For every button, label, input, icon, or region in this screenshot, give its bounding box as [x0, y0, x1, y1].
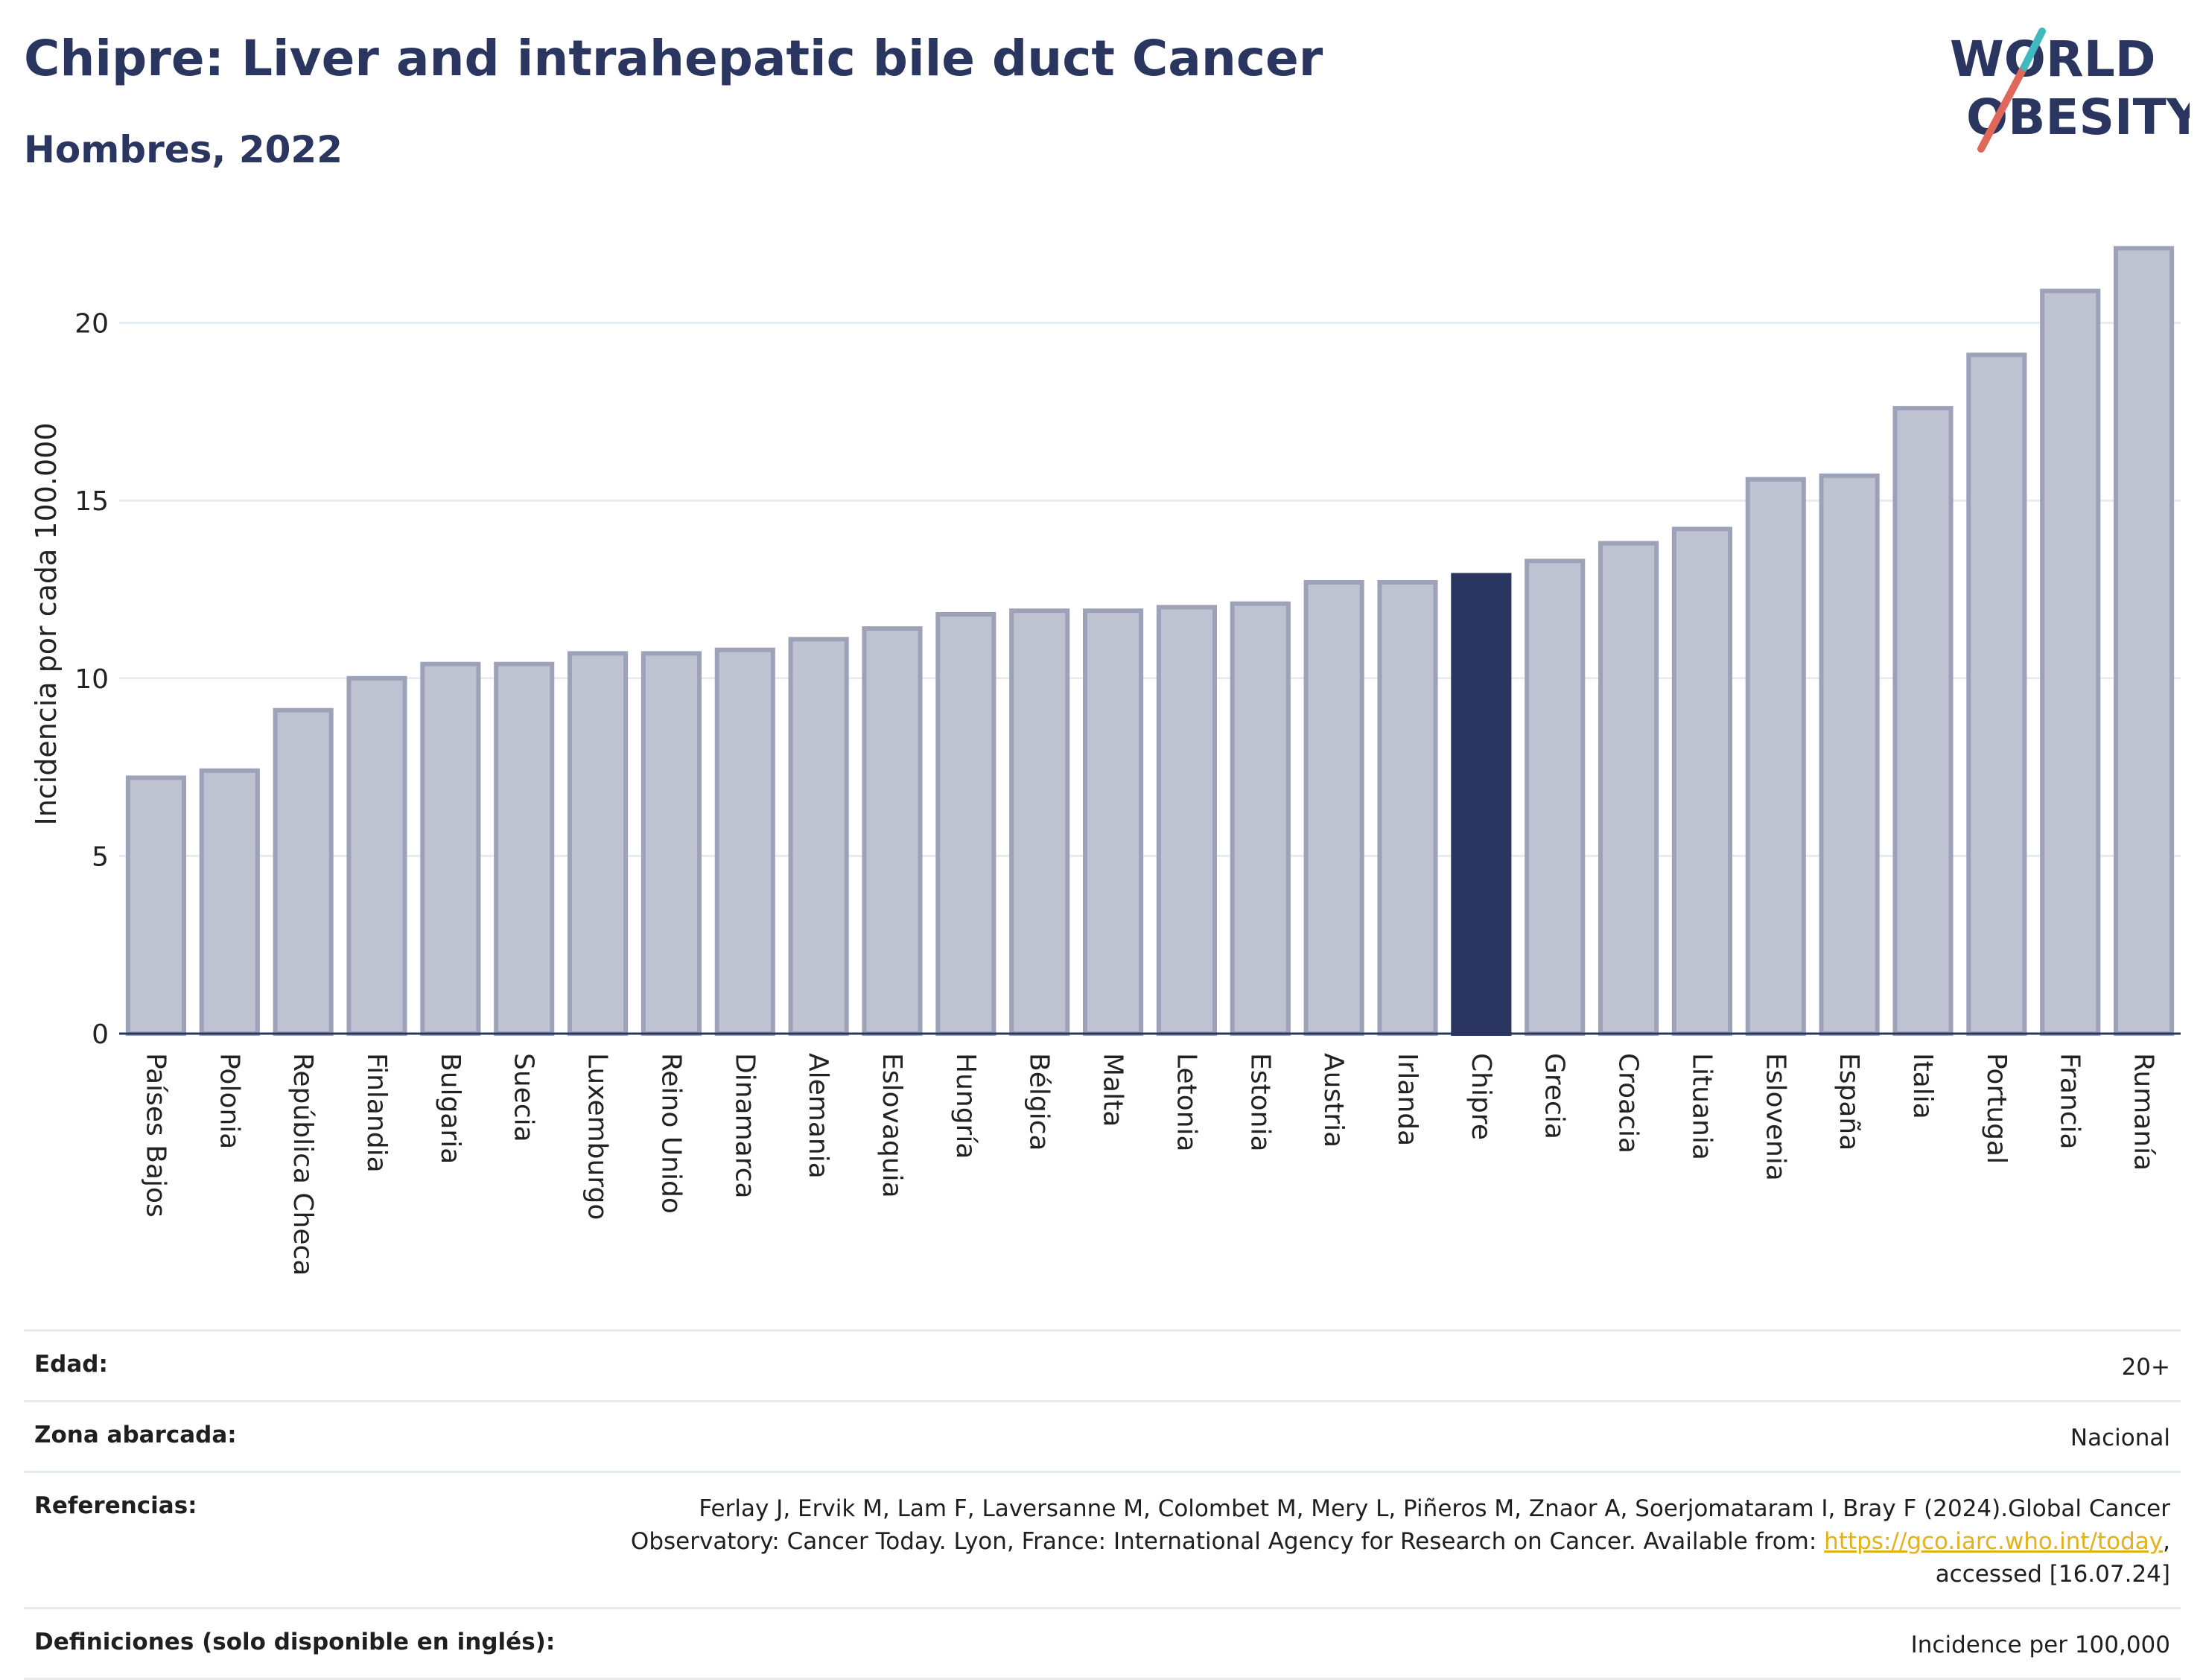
bar-Chipre — [1451, 573, 1512, 1036]
x-tick-label: Irlanda — [1392, 1053, 1422, 1146]
bar-Estonia — [1230, 601, 1291, 1036]
bar-España — [1819, 473, 1880, 1036]
x-tick-label: Bulgaria — [435, 1053, 465, 1164]
y-tick-label: 20 — [74, 309, 109, 340]
bar-Lituania — [1671, 526, 1732, 1036]
bar-Hungría — [935, 611, 996, 1036]
x-tick-label: Rumanía — [2129, 1053, 2159, 1171]
chart-subtitle: Hombres, 2022 — [24, 128, 343, 171]
x-tick-label: Eslovenia — [1760, 1053, 1790, 1181]
bar-chart: 0 5 10 15 20 Países Bajos Polonia República Che… — [30, 246, 2181, 1276]
logo-line2: OBESITY — [1966, 89, 2190, 146]
x-tick-label: España — [1834, 1053, 1864, 1151]
bar-Francia — [2040, 288, 2101, 1036]
x-tick-label: Croacia — [1613, 1053, 1644, 1154]
info-row-definitions: Definiciones (solo disponible en inglés)… — [24, 1607, 2181, 1680]
bar-Dinamarca — [714, 647, 775, 1036]
bar-Suecia — [494, 661, 555, 1036]
y-tick-label: 0 — [92, 1019, 109, 1050]
x-tick-label: Italia — [1907, 1053, 1938, 1119]
bar-Letonia — [1156, 605, 1217, 1036]
logo-line1: WORLD — [1950, 31, 2156, 88]
x-tick-label: Polonia — [214, 1053, 244, 1149]
bar-Irlanda — [1377, 579, 1438, 1036]
bar-Eslovenia — [1745, 477, 1806, 1036]
x-tick-label: Malta — [1098, 1053, 1128, 1127]
age-value: 20+ — [2121, 1354, 2170, 1381]
bar-República Checa — [273, 707, 334, 1036]
age-label: Edad: — [34, 1351, 108, 1378]
bar-Eslovaquia — [862, 626, 923, 1036]
references-text-1: Ferlay J, Ervik M, Lam F, Laversanne M, … — [630, 1495, 2170, 1555]
x-tick-label: Bélgica — [1024, 1053, 1055, 1151]
references-value: Ferlay J, Ervik M, Lam F, Laversanne M, … — [606, 1492, 2170, 1591]
x-tick-label: Países Bajos — [140, 1053, 171, 1218]
logo-slash-teal — [2021, 28, 2046, 71]
references-label: Referencias: — [34, 1492, 197, 1519]
x-tick-label: Eslovaquia — [877, 1053, 907, 1198]
bar-Rumanía — [2114, 246, 2175, 1036]
y-axis-label: Incidencia por cada 100.000 — [30, 422, 63, 825]
definitions-label: Definiciones (solo disponible en inglés)… — [34, 1629, 556, 1655]
x-tick-label: Hungría — [950, 1053, 981, 1159]
bar-Malta — [1083, 608, 1144, 1036]
x-tick-label: Estonia — [1244, 1053, 1275, 1152]
x-tick-label: Grecia — [1539, 1053, 1570, 1139]
y-tick-label: 10 — [74, 664, 109, 695]
x-tick-label: Reino Unido — [655, 1053, 686, 1214]
bar-Grecia — [1525, 559, 1586, 1036]
chart-title: Chipre: Liver and intrahepatic bile duct… — [24, 30, 1323, 87]
bar-Finlandia — [346, 675, 407, 1036]
bar-Reino Unido — [640, 651, 702, 1036]
x-tick-label: Chipre — [1466, 1053, 1496, 1140]
bar-Portugal — [1966, 352, 2027, 1036]
bar-Polonia — [199, 768, 260, 1036]
references-text-2: , accessed [16.07.24] — [1935, 1528, 2170, 1588]
x-tick-label: Austria — [1318, 1053, 1349, 1148]
x-tick-label: Lituania — [1686, 1053, 1717, 1160]
x-tick-label: Portugal — [1981, 1053, 2012, 1164]
bar-Países Bajos — [125, 775, 186, 1036]
y-tick-label: 5 — [92, 841, 109, 872]
x-tick-label: Alemania — [803, 1053, 833, 1179]
x-tick-label: Francia — [2055, 1053, 2085, 1150]
info-row-zone: Zona abarcada: Nacional — [24, 1400, 2181, 1471]
info-row-age: Edad: 20+ — [24, 1329, 2181, 1400]
x-tick-label: Dinamarca — [729, 1053, 760, 1199]
references-link[interactable]: https://gco.iarc.who.int/today — [1824, 1528, 2164, 1555]
zone-label: Zona abarcada: — [34, 1422, 237, 1448]
y-tick-label: 15 — [74, 486, 109, 517]
bar-Italia — [1892, 406, 1954, 1036]
bar-Bulgaria — [420, 661, 481, 1036]
x-tick-label: Letonia — [1171, 1053, 1201, 1152]
bar-Bélgica — [1009, 608, 1070, 1036]
bar-Croacia — [1598, 541, 1659, 1036]
bar-Austria — [1303, 579, 1364, 1036]
bar-Alemania — [788, 637, 849, 1036]
info-table: Edad: 20+ Zona abarcada: Nacional Refere… — [24, 1329, 2181, 1680]
definitions-value: Incidence per 100,000 — [1910, 1632, 2170, 1658]
axes: 0 5 10 15 20 Países Bajos Polonia República Che… — [74, 309, 2181, 1276]
x-tick-label: República Checa — [287, 1053, 318, 1276]
info-row-references: Referencias: Ferlay J, Ervik M, Lam F, L… — [24, 1471, 2181, 1607]
x-tick-label: Finlandia — [361, 1053, 392, 1173]
x-tick-label: Suecia — [509, 1053, 539, 1142]
bar-Luxemburgo — [568, 651, 629, 1036]
world-obesity-logo: WORLD OBESITY — [1950, 28, 2190, 153]
logo-slash-red — [1977, 63, 2028, 153]
bars — [125, 246, 2175, 1036]
x-tick-label: Luxemburgo — [582, 1053, 613, 1220]
zone-value: Nacional — [2070, 1425, 2170, 1451]
